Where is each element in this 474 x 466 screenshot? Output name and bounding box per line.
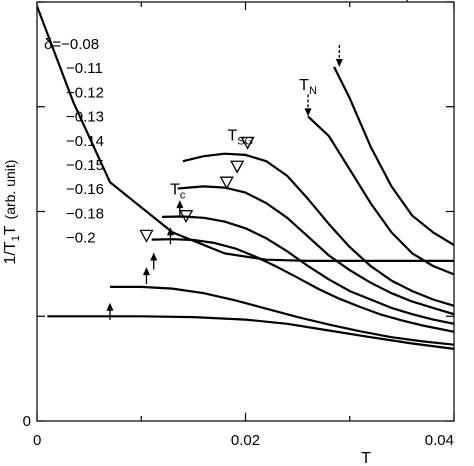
x-axis-label: T bbox=[361, 450, 371, 466]
tn-arrow bbox=[304, 94, 312, 117]
legend-entry: −0.12 bbox=[66, 84, 104, 101]
legend-entry: δ=−0.08 bbox=[44, 36, 99, 53]
legend-entry: −0.16 bbox=[66, 181, 104, 198]
legend-entry: −0.13 bbox=[66, 109, 104, 126]
legend-entry: −0.18 bbox=[66, 205, 104, 222]
tc-arrow bbox=[142, 267, 150, 285]
tsg-triangle-marker bbox=[178, 210, 194, 224]
x-tick-label: 0 bbox=[33, 432, 41, 449]
annotation-label: TN bbox=[299, 77, 317, 97]
y-axis-label: 1/T1T (arb. unit) bbox=[2, 160, 22, 265]
series-line-6 bbox=[162, 215, 454, 325]
tsg-triangle-marker bbox=[230, 160, 245, 174]
series-line-7 bbox=[151, 238, 454, 333]
annotations: Tc TSG TN bbox=[170, 77, 317, 202]
series-line-2 bbox=[333, 66, 454, 246]
legend-entry: −0.14 bbox=[66, 133, 104, 150]
tsg-triangle-marker bbox=[240, 136, 255, 150]
x-tick-label: 0.04 bbox=[425, 432, 454, 449]
y-axis-label-main: 1/T bbox=[2, 241, 19, 264]
tc-arrow bbox=[166, 227, 174, 245]
x-axis-ticks: 0 0.02 0.04 bbox=[33, 2, 455, 449]
legend-entry: −0.15 bbox=[66, 157, 104, 174]
y-tick-label: 0 bbox=[23, 413, 31, 430]
legend: δ=−0.08 −0.11 −0.12 −0.13 −0.14 −0.15 −0.16 −0.… bbox=[44, 36, 104, 247]
series-line-8 bbox=[110, 285, 454, 346]
series-line-1 bbox=[37, 5, 454, 262]
tsg-triangle-marker bbox=[219, 176, 234, 190]
series-layer bbox=[37, 5, 454, 350]
y-axis-label-unit: (arb. unit) bbox=[2, 160, 18, 220]
svg-text:1/T1T(arb. unit): 1/T1T (arb. unit) bbox=[2, 160, 22, 265]
y-axis-label-tail: T bbox=[2, 225, 19, 235]
series-line-3 bbox=[307, 115, 454, 276]
series-line-5 bbox=[177, 185, 454, 316]
annotation-label: Tc bbox=[170, 182, 186, 202]
tc-arrow bbox=[150, 252, 158, 270]
series-line-4 bbox=[182, 152, 454, 307]
legend-entry: −0.2 bbox=[66, 230, 96, 247]
tc-arrow bbox=[106, 302, 114, 320]
series-line-9 bbox=[47, 315, 454, 350]
annotation-label: TSG bbox=[227, 127, 253, 147]
x-tick-label: 0.02 bbox=[231, 432, 260, 449]
y-axis-ticks: 0 bbox=[23, 1, 454, 430]
tsg-triangle-marker bbox=[139, 229, 154, 243]
tn-arrow bbox=[335, 44, 343, 67]
legend-entry: −0.11 bbox=[66, 60, 103, 77]
marker-layer bbox=[106, 0, 408, 320]
tn-arrow bbox=[406, 0, 408, 2]
y-axis-label-sub: 1 bbox=[10, 235, 22, 241]
